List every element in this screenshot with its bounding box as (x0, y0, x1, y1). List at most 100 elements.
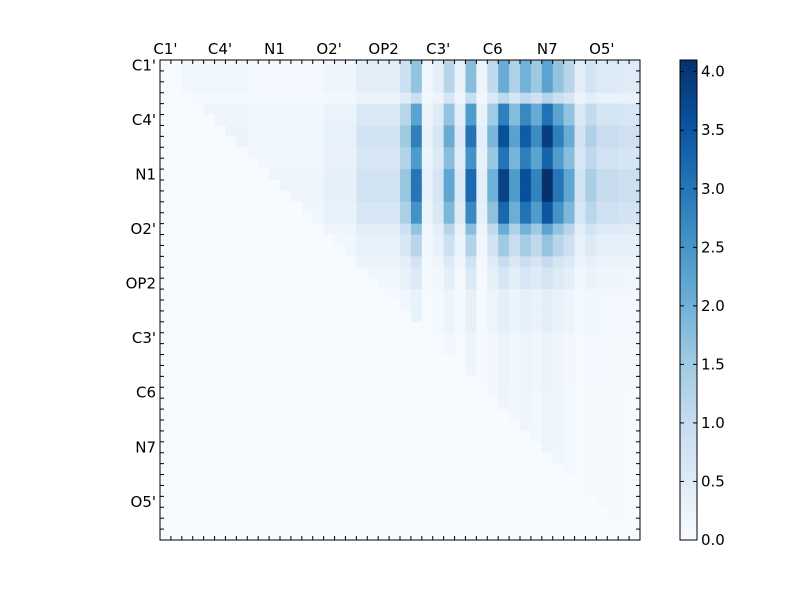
heatmap-cell (367, 343, 379, 355)
heatmap-cell (367, 387, 379, 399)
heatmap-cell (574, 267, 586, 279)
heatmap-cell (323, 529, 335, 541)
heatmap-cell (312, 441, 325, 454)
heatmap-cell (520, 452, 532, 465)
heatmap-cell (585, 430, 597, 443)
heatmap-cell (378, 169, 390, 181)
heatmap-cell (465, 441, 477, 454)
heatmap-cell (290, 234, 303, 246)
heatmap-cell (323, 81, 335, 94)
heatmap-cell (192, 398, 205, 410)
heatmap-cell (192, 289, 205, 301)
heatmap-cell (225, 158, 237, 170)
heatmap-cell (629, 147, 641, 159)
heatmap-cell (443, 398, 455, 410)
heatmap-cell (236, 201, 248, 214)
heatmap-cell (618, 212, 630, 225)
heatmap-cell (465, 332, 477, 345)
heatmap-cell (258, 420, 270, 432)
heatmap-cell (410, 114, 423, 126)
heatmap-cell (269, 278, 281, 290)
heatmap-cell (258, 310, 270, 323)
heatmap-cell (618, 136, 630, 148)
heatmap-cell (192, 300, 205, 312)
heatmap-cell (629, 420, 641, 432)
heatmap-cell (400, 518, 412, 530)
heatmap-cell (498, 398, 510, 410)
heatmap-cell (509, 289, 521, 301)
heatmap-cell (596, 474, 608, 486)
heatmap-cell (476, 321, 488, 334)
heatmap-cell (290, 300, 303, 312)
heatmap-cell (618, 245, 630, 257)
heatmap-cell (498, 332, 510, 345)
heatmap-cell (160, 92, 172, 105)
heatmap-cell (290, 92, 303, 105)
heatmap-cell (607, 147, 619, 159)
heatmap-cell (410, 190, 423, 203)
heatmap-cell (225, 474, 237, 486)
heatmap-cell (345, 529, 357, 541)
heatmap-cell (192, 256, 205, 268)
heatmap-cell (280, 430, 292, 443)
heatmap-cell (389, 103, 401, 115)
heatmap-cell (629, 409, 641, 421)
heatmap-cell (520, 420, 532, 432)
heatmap-cell (465, 354, 477, 366)
heatmap-cell (629, 180, 641, 192)
heatmap-cell (509, 321, 521, 334)
heatmap-cell (607, 485, 619, 497)
heatmap-cell (585, 245, 597, 257)
heatmap-cell (225, 103, 237, 115)
heatmap-cell (618, 158, 630, 170)
heatmap-cell (247, 245, 259, 257)
heatmap-cell (596, 169, 608, 181)
heatmap-cell (552, 136, 565, 148)
heatmap-cell (432, 343, 445, 355)
heatmap-cell (476, 387, 488, 399)
heatmap-cell (301, 267, 314, 279)
heatmap-cell (607, 201, 619, 214)
heatmap-cell (509, 256, 521, 268)
heatmap-cell (269, 267, 281, 279)
heatmap-cell (367, 441, 379, 454)
heatmap-cell (192, 201, 205, 214)
heatmap-cell (181, 529, 194, 541)
heatmap-cell (421, 518, 434, 530)
heatmap-cell (563, 158, 575, 170)
heatmap-cell (585, 278, 597, 290)
heatmap-cell (476, 60, 488, 72)
heatmap-cell (214, 278, 226, 290)
heatmap-cell (170, 234, 183, 246)
heatmap-cell (203, 343, 215, 355)
heatmap-cell (389, 321, 401, 334)
heatmap-cell (563, 223, 575, 235)
heatmap-cell (563, 441, 575, 454)
heatmap-cell (574, 136, 586, 148)
heatmap-cell (432, 125, 445, 137)
heatmap-cell (421, 267, 434, 279)
heatmap-cell (356, 136, 368, 148)
heatmap-cell (465, 343, 477, 355)
heatmap-cell (552, 354, 565, 366)
heatmap-cell (400, 343, 412, 355)
heatmap-cell (487, 387, 499, 399)
heatmap-cell (563, 136, 575, 148)
heatmap-cell (585, 507, 597, 519)
heatmap-cell (410, 245, 423, 257)
heatmap-cell (618, 485, 630, 497)
heatmap-cell (236, 136, 248, 148)
heatmap-cell (280, 485, 292, 497)
heatmap-cell (629, 92, 641, 105)
heatmap-cell (160, 507, 172, 519)
heatmap-cell (192, 409, 205, 421)
heatmap-cell (192, 485, 205, 497)
heatmap-cell (585, 158, 597, 170)
heatmap-cell (323, 507, 335, 519)
heatmap-cell (203, 398, 215, 410)
heatmap-cell (487, 267, 499, 279)
heatmap-cell (574, 507, 586, 519)
heatmap-cell (552, 256, 565, 268)
heatmap-cell (301, 343, 314, 355)
heatmap-cell (367, 300, 379, 312)
